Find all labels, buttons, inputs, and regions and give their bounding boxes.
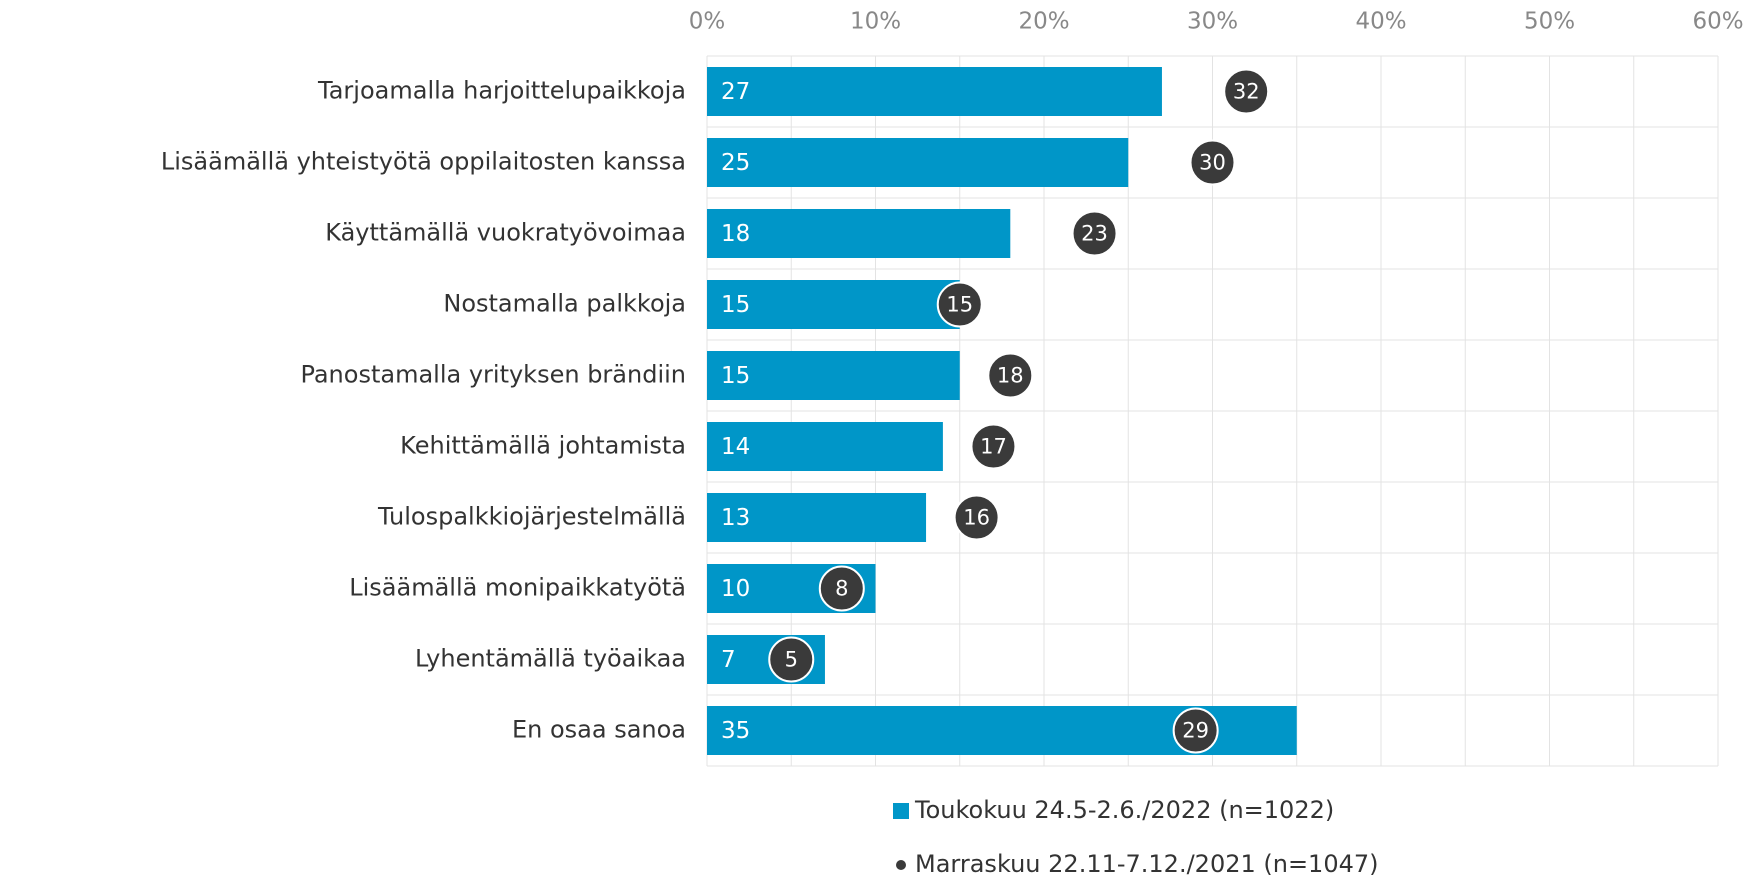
dot bbox=[936, 281, 983, 328]
bar-label: 35 bbox=[721, 718, 750, 744]
category-label: Kehittämällä johtamista bbox=[400, 432, 686, 460]
category-label: Lyhentämällä työaikaa bbox=[415, 645, 686, 673]
dot bbox=[1223, 68, 1270, 115]
legend-swatch bbox=[893, 803, 909, 819]
dot-label: 32 bbox=[1233, 80, 1260, 104]
dot bbox=[818, 565, 865, 612]
bar-label: 18 bbox=[721, 221, 750, 247]
category-label: Tulospalkkiojärjestelmällä bbox=[377, 503, 686, 531]
bar-label: 27 bbox=[721, 79, 750, 105]
bar-label: 10 bbox=[721, 576, 750, 602]
legend-label: Marraskuu 22.11-7.12./2021 (n=1047) bbox=[915, 850, 1379, 876]
x-tick-label: 40% bbox=[1355, 9, 1406, 35]
dot-label: 15 bbox=[946, 293, 973, 317]
dot-label: 18 bbox=[997, 364, 1024, 388]
dot bbox=[1172, 707, 1219, 754]
x-tick-label: 30% bbox=[1187, 9, 1238, 35]
dot-label: 8 bbox=[835, 577, 848, 601]
dot-label: 29 bbox=[1182, 719, 1209, 743]
dot-label: 16 bbox=[963, 506, 990, 530]
bar-label: 7 bbox=[721, 647, 736, 673]
legend-label: Toukokuu 24.5-2.6./2022 (n=1022) bbox=[914, 796, 1334, 824]
category-label: Käyttämällä vuokratyövoimaa bbox=[325, 219, 686, 247]
dot-label: 30 bbox=[1199, 151, 1226, 175]
bar-label: 13 bbox=[721, 505, 750, 531]
x-tick-label: 20% bbox=[1018, 9, 1069, 35]
bar bbox=[707, 209, 1011, 258]
dot-label: 23 bbox=[1081, 222, 1108, 246]
bar bbox=[707, 138, 1129, 187]
category-label: Lisäämällä yhteistyötä oppilaitosten kan… bbox=[161, 148, 686, 176]
x-tick-label: 0% bbox=[689, 9, 726, 35]
x-tick-label: 50% bbox=[1524, 9, 1575, 35]
category-label: En osaa sanoa bbox=[512, 716, 686, 744]
bar bbox=[707, 422, 943, 471]
dot bbox=[1189, 139, 1236, 186]
bar bbox=[707, 351, 960, 400]
dot bbox=[768, 636, 815, 683]
dot bbox=[987, 352, 1034, 399]
bar-label: 14 bbox=[721, 434, 750, 460]
bar bbox=[707, 280, 960, 329]
legend-swatch bbox=[896, 860, 906, 870]
bar-label: 25 bbox=[721, 150, 750, 176]
x-tick-label: 10% bbox=[850, 9, 901, 35]
bar-label: 15 bbox=[721, 363, 750, 389]
category-label: Nostamalla palkkoja bbox=[443, 290, 686, 318]
category-label: Panostamalla yrityksen brändiin bbox=[300, 361, 686, 389]
bar bbox=[707, 493, 927, 542]
dot-label: 5 bbox=[785, 648, 798, 672]
bar-label: 15 bbox=[721, 292, 750, 318]
category-label: Tarjoamalla harjoittelupaikkoja bbox=[317, 77, 686, 105]
dot-label: 17 bbox=[980, 435, 1007, 459]
dot bbox=[1071, 210, 1118, 257]
bar bbox=[707, 67, 1162, 116]
dot bbox=[953, 494, 1000, 541]
category-label: Lisäämällä monipaikkatyötä bbox=[349, 574, 686, 602]
dot bbox=[970, 423, 1017, 470]
x-tick-label: 60% bbox=[1692, 9, 1743, 35]
